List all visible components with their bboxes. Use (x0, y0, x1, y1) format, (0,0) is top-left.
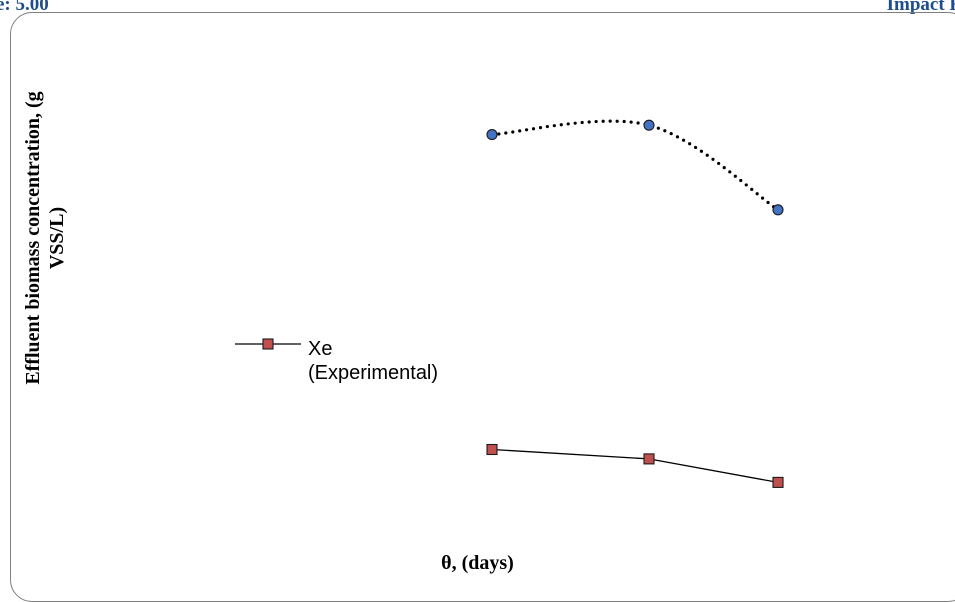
series-1-point-3 (772, 204, 784, 216)
legend-label-experimental: Xe (Experimental) (308, 338, 439, 384)
series-line-1 (490, 119, 780, 212)
series-2-point-3 (772, 476, 784, 488)
legend-marker-square (262, 338, 274, 350)
series-1-point-1 (486, 129, 498, 141)
header-left-text: e: 5.00 (0, 0, 49, 15)
series-line-2 (491, 448, 779, 484)
header-right-text: Impact F (886, 0, 955, 15)
x-axis-label: θ, (days) (441, 552, 514, 574)
series-2-point-1 (486, 443, 498, 456)
series-1-point-2 (643, 119, 655, 131)
series-2-point-2 (643, 453, 655, 465)
plot-area (235, 119, 784, 488)
legend (235, 338, 301, 350)
